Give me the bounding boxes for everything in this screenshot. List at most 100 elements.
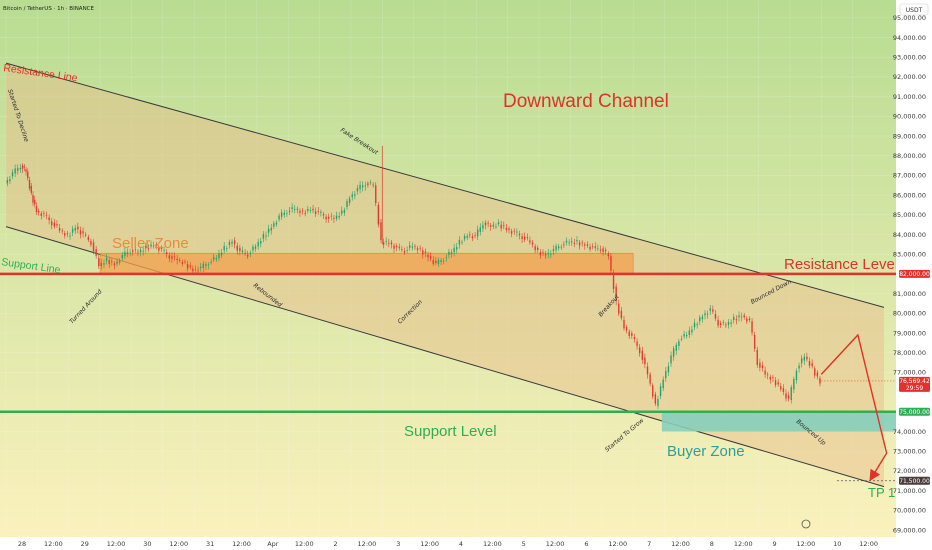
- buyer-zone[interactable]: [661, 411, 896, 432]
- candle-body: [482, 225, 484, 229]
- candle-body: [309, 210, 312, 211]
- candle-body: [628, 331, 630, 337]
- time-axis-panel[interactable]: [0, 537, 896, 550]
- price-tick-label: 88,000.00: [893, 152, 926, 160]
- candle-body: [401, 248, 403, 250]
- candle-body: [709, 308, 711, 311]
- candle-body: [116, 261, 118, 265]
- candle-body: [286, 213, 288, 215]
- time-tick-label: 12:00: [169, 540, 188, 548]
- time-tick-label: 4: [459, 540, 463, 548]
- candle-body: [712, 309, 714, 312]
- candle-body: [176, 258, 178, 261]
- candle-body: [463, 235, 466, 240]
- candle-body: [453, 247, 455, 253]
- candle-body: [743, 315, 745, 318]
- candle-body: [429, 256, 432, 259]
- candle-body: [667, 366, 670, 373]
- candle-body: [516, 231, 518, 233]
- candle-body: [725, 324, 727, 326]
- candle-body: [699, 317, 701, 322]
- candle-body: [790, 387, 792, 400]
- time-tick-label: 31: [206, 540, 214, 548]
- candle-body: [163, 249, 165, 251]
- candle-body: [23, 166, 25, 168]
- candle-body: [550, 253, 552, 255]
- candle-body: [194, 269, 197, 271]
- candle-body: [814, 368, 816, 376]
- candle-body: [58, 227, 61, 231]
- candle-body: [325, 216, 327, 220]
- price-label-badge: [899, 407, 930, 416]
- countdown-text: 29:59: [906, 385, 923, 392]
- candle-body: [571, 241, 573, 243]
- seller-zone[interactable]: [99, 252, 634, 275]
- candle-body: [563, 244, 565, 246]
- candle-body: [607, 253, 610, 257]
- projection-arrow[interactable]: [820, 333, 888, 482]
- candle-body: [152, 245, 155, 247]
- candle-body: [199, 266, 202, 269]
- candle-body: [670, 355, 672, 364]
- candle-body: [714, 313, 717, 319]
- candle-body: [113, 263, 116, 266]
- candle-body: [633, 336, 636, 340]
- candle-body: [312, 208, 314, 211]
- candle-body: [461, 242, 463, 243]
- candle-body: [529, 240, 531, 243]
- candle-body: [521, 236, 523, 239]
- candle-body: [409, 245, 411, 248]
- currency-badge[interactable]: [899, 3, 929, 16]
- candle-body: [95, 249, 97, 256]
- candle-body: [37, 210, 40, 213]
- candle-body: [717, 319, 719, 326]
- candle-body: [424, 251, 427, 254]
- candle-body: [406, 250, 408, 251]
- candle-body: [555, 245, 557, 251]
- resistance-trendline[interactable]: [5, 62, 885, 308]
- time-tick-label: 12:00: [797, 540, 816, 548]
- candle-body: [780, 386, 782, 390]
- candle-body: [539, 252, 542, 256]
- candle-body: [56, 224, 58, 226]
- price-tick-label: 70,000.00: [893, 507, 926, 515]
- candle-body: [497, 222, 500, 225]
- candle-body: [105, 257, 108, 261]
- candle-body: [385, 241, 387, 243]
- time-tick-label: 3: [396, 540, 400, 548]
- candle-body: [740, 316, 743, 318]
- symbol-header: Bitcoin / TetherUS · 1h · BINANCE: [3, 6, 95, 12]
- candle-body: [458, 240, 461, 245]
- candle-body: [160, 247, 163, 250]
- candle-body: [476, 229, 479, 237]
- candle-body: [348, 198, 351, 203]
- candle-body: [594, 245, 596, 249]
- price-tick-label: 74,000.00: [893, 428, 926, 436]
- support-level-label: Support Level: [404, 423, 497, 440]
- candle-body: [547, 252, 549, 255]
- price-tick-label: 81,000.00: [893, 290, 926, 298]
- candle-body: [241, 250, 244, 253]
- candle-body: [356, 188, 359, 192]
- price-label-text: 76,569.42: [899, 378, 930, 385]
- candle-body: [597, 248, 599, 250]
- candle-body: [173, 256, 176, 258]
- candle-body: [795, 370, 798, 381]
- candle-body: [111, 260, 113, 262]
- candle-body: [134, 249, 137, 251]
- candle-body: [659, 386, 662, 397]
- candle-body: [735, 319, 738, 321]
- replay-icon[interactable]: [801, 519, 811, 529]
- candle-body: [654, 394, 657, 404]
- candle-body: [247, 254, 249, 257]
- price-label-text: 71,500.00: [899, 478, 930, 485]
- candle-body: [34, 199, 36, 205]
- candle-body: [257, 241, 259, 247]
- candle-body: [416, 248, 419, 251]
- candle-body: [701, 316, 704, 320]
- candle-body: [573, 242, 576, 244]
- candle-body: [69, 235, 71, 237]
